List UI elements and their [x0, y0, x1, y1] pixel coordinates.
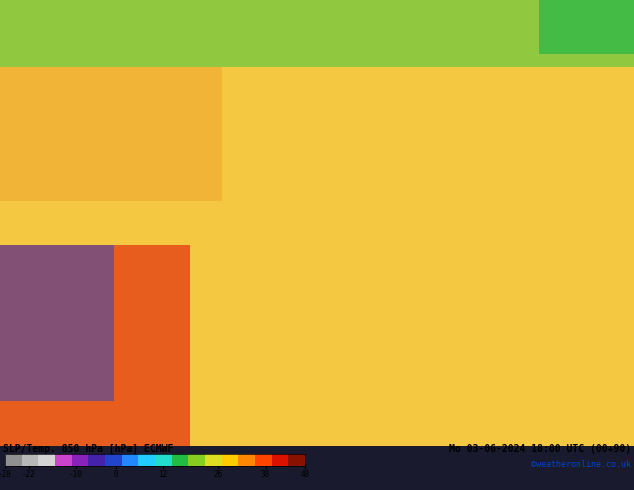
- Bar: [5, 454, 22, 466]
- Bar: [222, 454, 238, 466]
- Bar: [539, 0, 634, 53]
- Text: -22: -22: [22, 470, 36, 479]
- Bar: [138, 454, 155, 466]
- Bar: [172, 454, 188, 466]
- Text: Mo 03-06-2024 18:00 UTC (00+90): Mo 03-06-2024 18:00 UTC (00+90): [449, 444, 631, 454]
- Bar: [72, 454, 88, 466]
- Text: 26: 26: [214, 470, 223, 479]
- Text: 38: 38: [261, 470, 270, 479]
- Bar: [88, 454, 105, 466]
- Bar: [238, 454, 255, 466]
- Bar: [22, 454, 38, 466]
- Bar: [5, 454, 305, 466]
- Bar: [0, 67, 222, 201]
- Bar: [122, 454, 138, 466]
- Bar: [0, 245, 190, 446]
- Bar: [0, 67, 634, 446]
- Text: 48: 48: [301, 470, 309, 479]
- Text: 0: 0: [113, 470, 118, 479]
- Text: -28: -28: [0, 470, 12, 479]
- Text: 12: 12: [158, 470, 167, 479]
- Bar: [288, 454, 305, 466]
- Text: -10: -10: [69, 470, 83, 479]
- Bar: [188, 454, 205, 466]
- Text: SLP/Temp. 850 hPa [hPa] ECMWF: SLP/Temp. 850 hPa [hPa] ECMWF: [3, 444, 173, 454]
- Bar: [255, 454, 271, 466]
- Bar: [0, 0, 634, 67]
- Bar: [55, 454, 72, 466]
- Text: ©weatheronline.co.uk: ©weatheronline.co.uk: [531, 460, 631, 469]
- Bar: [271, 454, 288, 466]
- Bar: [105, 454, 122, 466]
- Bar: [205, 454, 222, 466]
- Bar: [38, 454, 55, 466]
- Bar: [0, 245, 114, 401]
- Bar: [155, 454, 172, 466]
